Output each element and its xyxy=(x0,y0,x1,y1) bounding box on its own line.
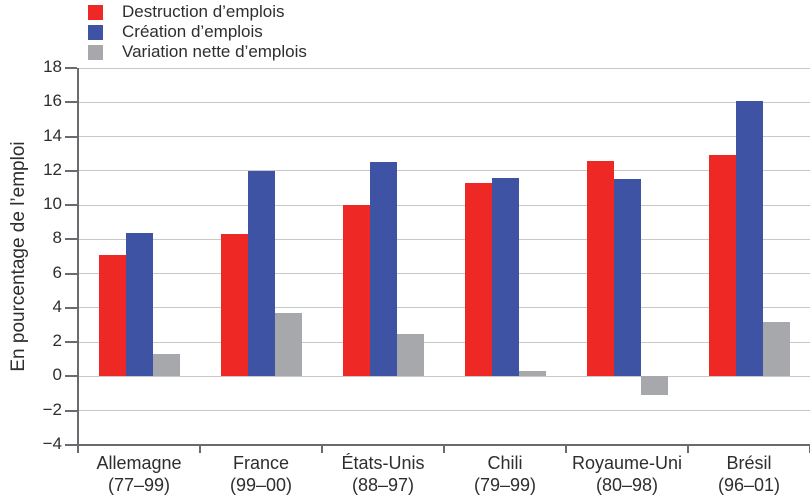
y-axis-line xyxy=(77,68,79,446)
bar-Allemagne-0 xyxy=(98,254,126,377)
x-axis-label: Chili (79–99) xyxy=(444,452,566,496)
y-tick-mark xyxy=(65,238,77,241)
y-tick-mark xyxy=(65,169,77,172)
x-tick-mark xyxy=(565,446,567,453)
y-tick-label: 12 xyxy=(43,159,62,179)
y-tick-label: 8 xyxy=(52,228,62,248)
y-tick-label: 16 xyxy=(43,91,62,111)
y-tick-label: 14 xyxy=(43,125,62,145)
x-axis-label: Brésil (96–01) xyxy=(688,452,810,496)
bar-Chili-1 xyxy=(491,177,519,377)
y-tick-label: 6 xyxy=(52,262,62,282)
y-tick-mark xyxy=(65,67,77,69)
x-tick-mark xyxy=(321,446,323,453)
category-period: (99–00) xyxy=(229,475,293,495)
bar-Royaume-Uni-0 xyxy=(586,160,614,377)
category-period: (77–99) xyxy=(107,475,171,495)
y-tick-mark xyxy=(65,101,77,104)
gridline xyxy=(78,341,810,343)
category-name: Royaume-Uni xyxy=(571,453,683,473)
bar-Brésil-0 xyxy=(708,155,736,377)
gridline xyxy=(78,273,810,275)
x-tick-mark xyxy=(199,446,201,453)
gridline xyxy=(78,136,810,138)
legend-swatch xyxy=(88,24,103,40)
x-axis-label: États-Unis (88–97) xyxy=(322,452,444,496)
legend-item: Création d’emplois xyxy=(88,22,307,42)
x-axis-label: France (99–00) xyxy=(200,452,322,496)
y-tick-label: 4 xyxy=(52,296,62,316)
bar-Royaume-Uni-2 xyxy=(640,376,668,396)
bar-Chili-2 xyxy=(518,371,546,377)
y-tick-mark xyxy=(65,375,77,378)
y-tick-label: −4 xyxy=(42,434,62,453)
gridline xyxy=(78,204,810,206)
y-tick-mark xyxy=(65,444,77,446)
legend-swatch xyxy=(88,4,103,20)
category-period: (79–99) xyxy=(473,475,537,495)
plot-area xyxy=(78,67,810,445)
legend-label: Variation nette d’emplois xyxy=(122,42,307,61)
y-tick-mark xyxy=(65,409,77,412)
bar-États-Unis-2 xyxy=(396,333,424,377)
bar-France-2 xyxy=(274,313,302,377)
y-tick-mark xyxy=(65,341,77,344)
y-tick-label: 18 xyxy=(43,57,62,76)
y-tick-mark xyxy=(65,204,77,207)
bar-France-1 xyxy=(247,170,275,377)
y-tick-label: 0 xyxy=(52,365,62,385)
y-tick-mark xyxy=(65,272,77,275)
x-tick-mark xyxy=(77,446,79,453)
bar-Allemagne-1 xyxy=(125,232,153,377)
gridline xyxy=(78,101,810,103)
legend-label: Destruction d’emplois xyxy=(122,2,285,21)
bar-Brésil-2 xyxy=(762,321,790,377)
category-period: (88–97) xyxy=(351,475,415,495)
category-name: Allemagne xyxy=(96,453,182,473)
y-tick-label: 10 xyxy=(43,194,62,214)
y-tick-mark xyxy=(65,135,77,138)
legend-swatch xyxy=(88,44,103,60)
chart-legend: Destruction d’emplois Création d’emplois V… xyxy=(88,2,307,62)
bar-Chili-0 xyxy=(464,182,492,377)
gridline xyxy=(78,410,810,412)
y-tick-mark xyxy=(65,306,77,309)
category-name: Chili xyxy=(487,453,523,473)
gridline xyxy=(78,238,810,240)
bar-États-Unis-0 xyxy=(342,205,370,377)
x-tick-mark xyxy=(687,446,689,453)
category-period: (80–98) xyxy=(595,475,659,495)
category-name: Brésil xyxy=(726,453,772,473)
category-period: (96–01) xyxy=(717,475,781,495)
legend-item: Destruction d’emplois xyxy=(88,2,307,22)
gridline xyxy=(78,67,810,69)
y-tick-label: 2 xyxy=(52,331,62,351)
gridline xyxy=(78,170,810,172)
bar-France-0 xyxy=(220,234,248,377)
x-axis-label: Royaume-Uni (80–98) xyxy=(566,452,688,496)
bar-États-Unis-1 xyxy=(369,162,397,377)
category-name: France xyxy=(232,453,290,473)
bar-Royaume-Uni-1 xyxy=(613,179,641,377)
legend-item: Variation nette d’emplois xyxy=(88,42,307,62)
y-tick-label: −2 xyxy=(42,399,62,419)
bar-Allemagne-2 xyxy=(152,354,180,377)
gridline xyxy=(78,375,810,377)
x-axis-line xyxy=(77,444,810,446)
x-axis-label: Allemagne (77–99) xyxy=(78,452,200,496)
bar-Brésil-1 xyxy=(735,100,763,377)
x-tick-mark xyxy=(443,446,445,453)
legend-label: Création d’emplois xyxy=(122,22,263,41)
gridline xyxy=(78,307,810,309)
category-name: États-Unis xyxy=(341,453,425,473)
